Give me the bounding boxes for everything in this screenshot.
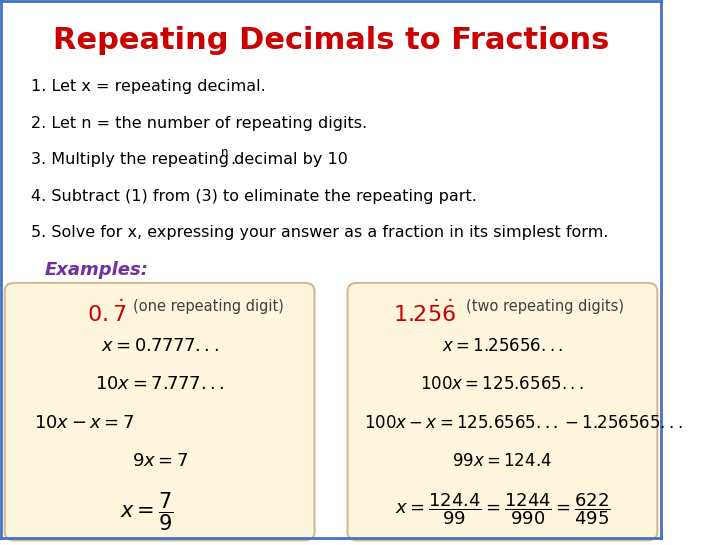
Text: 5. Solve for x, expressing your answer as a fraction in its simplest form.: 5. Solve for x, expressing your answer a… [31, 225, 608, 240]
Text: 4. Subtract (1) from (3) to eliminate the repeating part.: 4. Subtract (1) from (3) to eliminate th… [31, 189, 477, 203]
FancyBboxPatch shape [348, 283, 657, 540]
Text: n: n [220, 146, 228, 159]
Text: $1.2\dot{5}\dot{6}$: $1.2\dot{5}\dot{6}$ [393, 299, 457, 326]
Text: $x = 1.25656...$: $x = 1.25656...$ [442, 336, 563, 355]
Text: 1. Let x = repeating decimal.: 1. Let x = repeating decimal. [31, 79, 266, 94]
Text: Repeating Decimals to Fractions: Repeating Decimals to Fractions [53, 26, 609, 54]
Text: $99x = 124.4$: $99x = 124.4$ [452, 452, 553, 470]
Text: $10x - x = 7$: $10x - x = 7$ [34, 414, 134, 432]
Text: $9x = 7$: $9x = 7$ [132, 452, 188, 470]
Text: 3. Multiply the repeating decimal by 10: 3. Multiply the repeating decimal by 10 [31, 152, 348, 167]
Text: (two repeating digits): (two repeating digits) [466, 299, 624, 314]
Text: $10x = 7.777...$: $10x = 7.777...$ [95, 375, 224, 393]
Text: 2. Let n = the number of repeating digits.: 2. Let n = the number of repeating digit… [31, 116, 367, 131]
Text: .: . [230, 152, 235, 167]
Text: $x = \dfrac{124.4}{99} = \dfrac{1244}{990} = \dfrac{622}{495}$: $x = \dfrac{124.4}{99} = \dfrac{1244}{99… [395, 491, 610, 526]
Text: $100x = 125.6565...$: $100x = 125.6565...$ [420, 375, 585, 393]
Text: $x = \dfrac{7}{9}$: $x = \dfrac{7}{9}$ [119, 491, 173, 534]
Text: (one repeating digit): (one repeating digit) [133, 299, 284, 314]
Text: Examples:: Examples: [44, 262, 148, 280]
FancyBboxPatch shape [4, 283, 315, 540]
Text: $0.\dot{7}$: $0.\dot{7}$ [87, 299, 126, 326]
Text: $100x - x = 125.6565...-1.256565...$: $100x - x = 125.6565...-1.256565...$ [364, 414, 683, 432]
Text: $x = 0.7777...$: $x = 0.7777...$ [100, 336, 219, 355]
